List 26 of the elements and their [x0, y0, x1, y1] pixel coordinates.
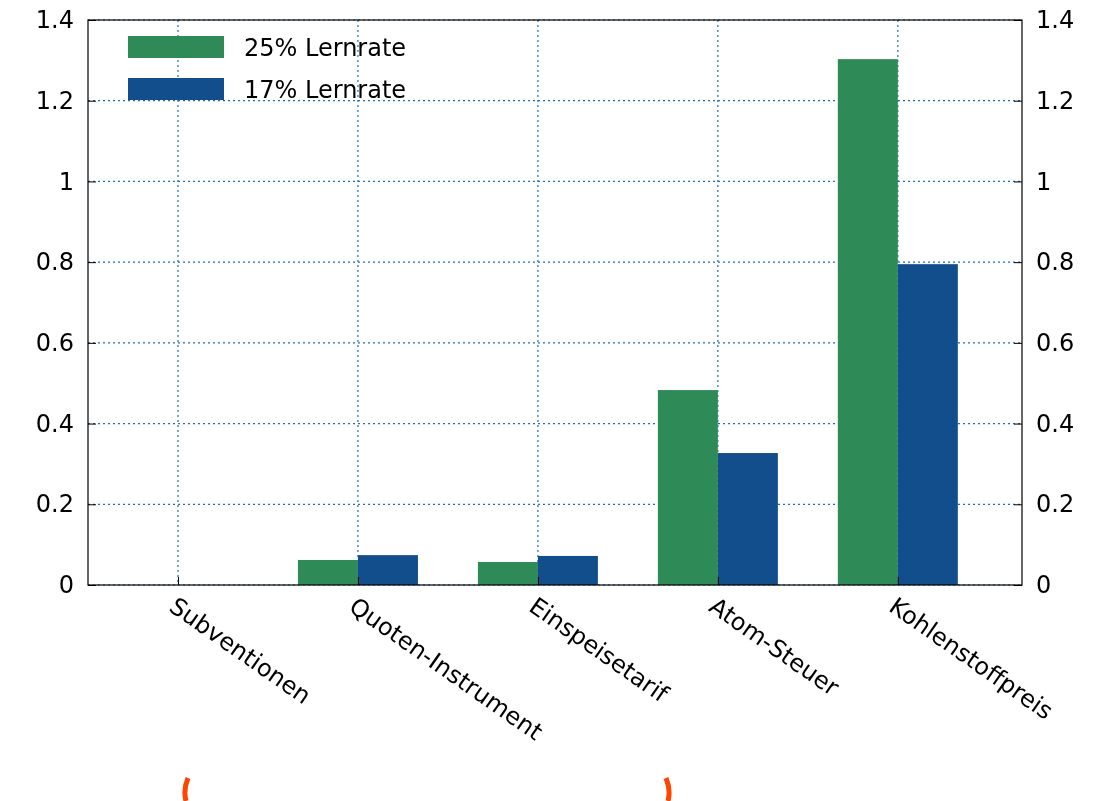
bar	[297, 559, 358, 585]
bar	[477, 562, 538, 585]
y2-tick-label: 0.2	[1036, 490, 1075, 519]
y-tick-label: 0.8	[35, 248, 74, 277]
bar	[537, 555, 598, 585]
y2-tick-label: 0	[1036, 571, 1052, 600]
y-tick-label: 1	[58, 167, 74, 196]
y2-tick-label: 1.2	[1036, 86, 1075, 115]
y-tick-label: 0.2	[35, 490, 74, 519]
y2-tick-label: 1	[1036, 167, 1052, 196]
y-tick-label: 0	[58, 571, 74, 600]
y2-tick-label: 1.4	[1036, 6, 1075, 35]
bar	[717, 453, 778, 585]
y-tick-label: 1.2	[35, 86, 74, 115]
bar	[657, 390, 718, 585]
y-tick-label: 0.4	[35, 409, 74, 438]
y2-tick-label: 0.4	[1036, 409, 1075, 438]
y-tick-label: 1.4	[35, 6, 74, 35]
y-tick-label: 0.6	[35, 329, 74, 358]
legend-label: 17% Lernrate	[244, 76, 407, 104]
y2-tick-label: 0.6	[1036, 329, 1075, 358]
legend-label: 25% Lernrate	[244, 34, 407, 62]
bar	[897, 264, 958, 585]
y2-tick-label: 0.8	[1036, 248, 1075, 277]
bar	[357, 555, 418, 585]
bar	[837, 59, 898, 585]
